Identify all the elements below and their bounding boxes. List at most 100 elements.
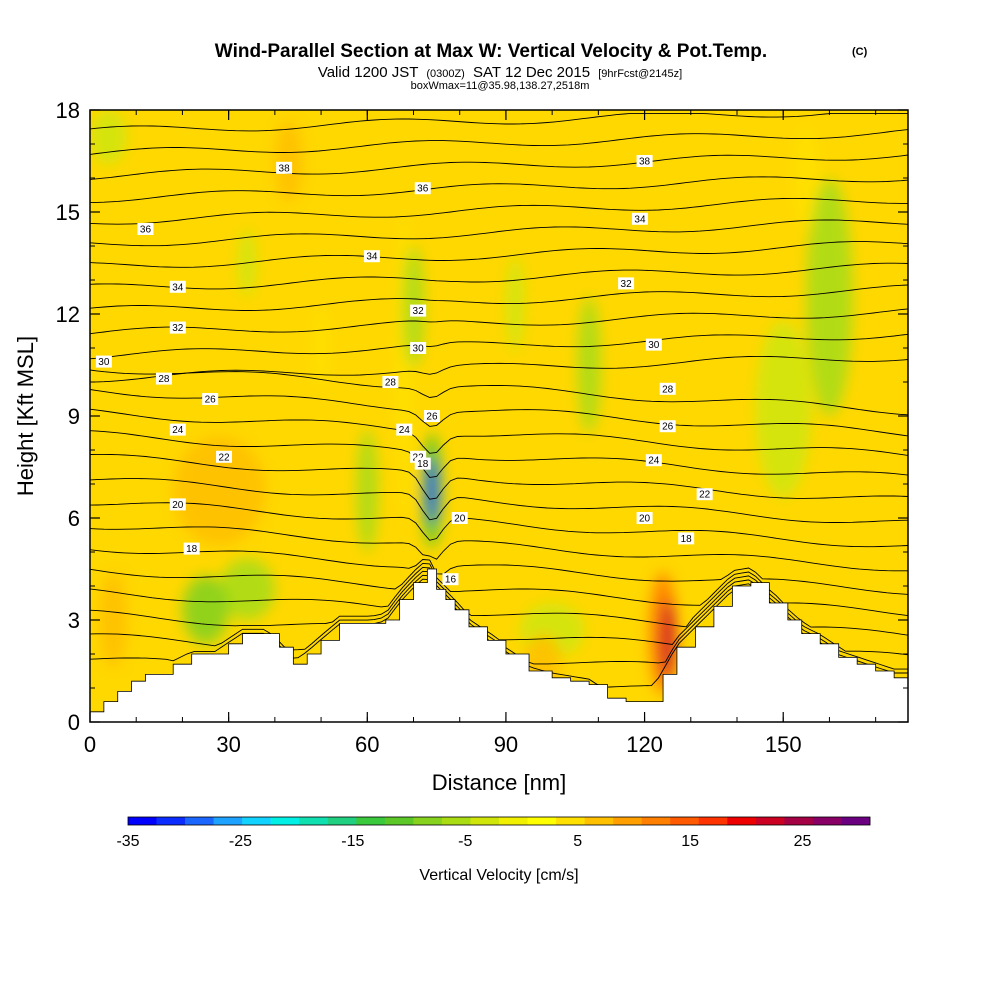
- contour-label: 38: [276, 161, 293, 174]
- contour-label: 34: [169, 280, 186, 293]
- colorbar-tick-label: 15: [681, 833, 699, 850]
- contour-label-text: 34: [172, 282, 184, 293]
- colorbar-swatch: [556, 817, 585, 825]
- isentrope-line: [90, 154, 908, 180]
- contour-label-box: [636, 155, 653, 167]
- contour-label: 36: [414, 182, 431, 195]
- velocity-cell: [90, 110, 127, 165]
- contour-label-box: [396, 423, 413, 436]
- colorbar-tick-label: -35: [116, 833, 139, 850]
- x-tick-label: 0: [84, 732, 96, 757]
- velocity-cell: [426, 456, 438, 525]
- contour-label-text: 20: [172, 500, 184, 511]
- isentrope-line: [90, 262, 908, 290]
- contour-label-box: [169, 280, 186, 293]
- contour-label-text: 38: [279, 163, 291, 174]
- contour-label: 24: [645, 454, 662, 467]
- contour-label-box: [202, 393, 219, 405]
- contour-label-box: [678, 532, 695, 545]
- contour-label-box: [423, 410, 440, 422]
- contour-label-box: [216, 450, 233, 463]
- colorbar-swatch: [299, 817, 329, 825]
- colorbar-swatch: [213, 817, 243, 825]
- contour-label-text: 26: [426, 412, 438, 423]
- contour-label-box: [363, 250, 380, 263]
- contour-label-text: 26: [205, 395, 217, 406]
- y-tick-label: 15: [56, 200, 80, 225]
- y-tick-label: 9: [68, 404, 80, 429]
- isentrope-line: [90, 308, 908, 335]
- velocity-cell: [182, 575, 229, 644]
- velocity-cell: [356, 429, 378, 552]
- isentrope-line: [90, 197, 908, 225]
- isentrope-line: [90, 502, 908, 548]
- contour-label-box: [618, 277, 635, 290]
- colorbar-swatch: [613, 817, 642, 825]
- contour-label: 20: [451, 512, 468, 525]
- isentrope-line: [90, 284, 908, 311]
- colorbar-swatch: [527, 817, 557, 825]
- isentrope-line: [90, 219, 908, 247]
- colorbar-swatch: [584, 817, 614, 825]
- contour-label: 28: [659, 382, 676, 395]
- isentrope-line: [90, 549, 908, 595]
- colorbar-swatch: [270, 817, 300, 825]
- y-tick-label: 6: [68, 506, 80, 531]
- colorbar-swatch: [128, 817, 157, 825]
- colorbar: -35 -25 -15 -5 5 15 25: [116, 816, 871, 850]
- colorbar-swatch: [327, 817, 357, 825]
- colorbar-swatch: [499, 817, 528, 825]
- contour-label-text: 30: [648, 340, 660, 351]
- colorbar-swatch: [727, 817, 757, 825]
- contour-label-text: 20: [639, 514, 651, 525]
- isentrope-line: [90, 570, 908, 656]
- isentrope-line: [90, 408, 908, 456]
- colorbar-swatch: [242, 817, 271, 825]
- colorbar-tick-label: -15: [341, 833, 364, 850]
- contour-label: 34: [363, 250, 380, 263]
- x-tick-label: 60: [355, 732, 379, 757]
- contour-label-box: [183, 542, 200, 555]
- colorbar-frame: [127, 816, 871, 826]
- contour-label-text: 16: [445, 575, 457, 586]
- contour-label: 20: [636, 512, 653, 525]
- isentrope-line: [90, 112, 908, 132]
- contour-label-text: 32: [172, 323, 184, 334]
- isentrope-line: [90, 369, 908, 416]
- colorbar-swatch: [670, 817, 700, 825]
- isentrope-line: [90, 430, 908, 478]
- contour-label-text: 36: [140, 225, 152, 236]
- colorbar-swatch: [413, 817, 443, 825]
- contour-label: 26: [423, 410, 440, 423]
- contour-label-text: 22: [699, 490, 711, 501]
- contour-label-text: 18: [186, 544, 198, 555]
- contour-label-text: 38: [639, 157, 651, 168]
- contour-label: 16: [442, 573, 459, 586]
- contour-label-box: [414, 457, 431, 470]
- contour-label: 38: [636, 155, 653, 168]
- contour-label-box: [645, 454, 662, 467]
- contour-label-box: [382, 376, 399, 388]
- contour-label-box: [659, 420, 676, 433]
- contour-label-text: 28: [662, 384, 674, 395]
- contour-label-text: 24: [648, 456, 660, 467]
- contour-label-text: 18: [681, 534, 693, 545]
- contour-label: 30: [410, 342, 427, 355]
- colorbar-swatch: [812, 817, 842, 825]
- contour-label-text: 30: [98, 357, 110, 368]
- colorbar-swatch: [470, 817, 500, 825]
- x-tick-label: 90: [494, 732, 518, 757]
- colorbar-tick-label: 25: [794, 833, 812, 850]
- y-tick-label: 0: [68, 710, 80, 735]
- y-tick-label: 3: [68, 608, 80, 633]
- potential-temperature-contours: [90, 112, 908, 688]
- contour-label: 30: [95, 355, 112, 368]
- colorbar-swatch: [356, 817, 386, 825]
- colorbar-swatch: [841, 817, 871, 825]
- contour-label: 24: [396, 423, 413, 436]
- contour-label: 32: [169, 321, 186, 334]
- isentrope-line: [90, 478, 908, 523]
- contour-label-text: 24: [172, 425, 184, 436]
- contour-label-text: 28: [385, 378, 397, 389]
